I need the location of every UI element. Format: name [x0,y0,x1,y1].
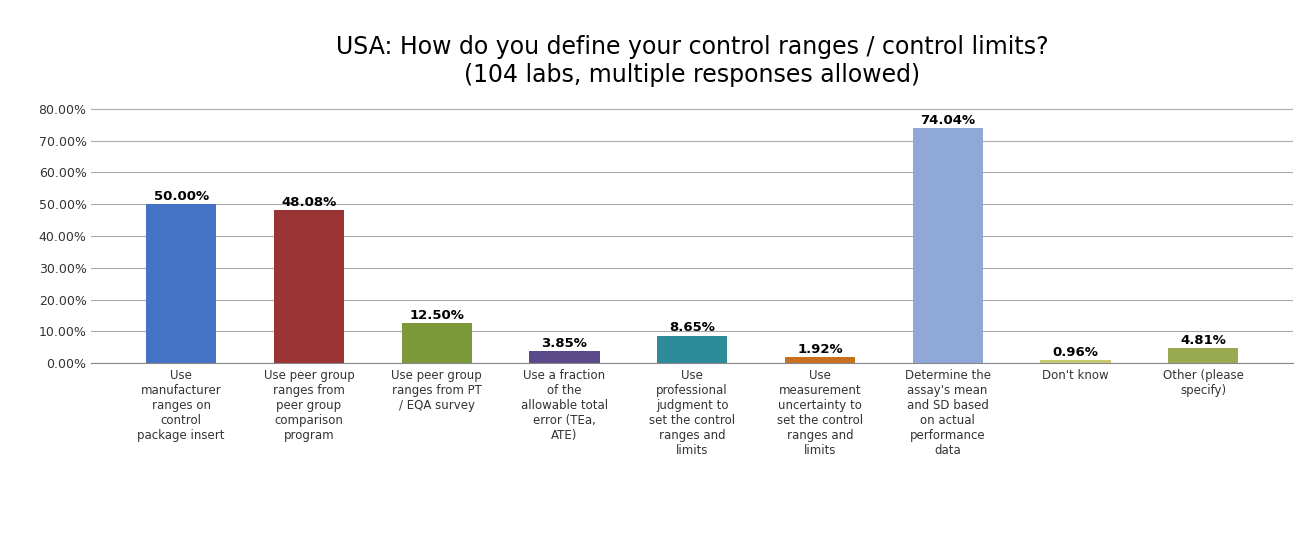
Bar [1168,348,1238,363]
Text: 12.50%: 12.50% [409,309,464,322]
Text: 0.96%: 0.96% [1053,346,1098,359]
Bar [274,210,343,363]
Bar [913,128,983,363]
Title: USA: How do you define your control ranges / control limits?
(104 labs, multiple: USA: How do you define your control rang… [336,35,1049,87]
Bar [657,336,727,363]
Text: 8.65%: 8.65% [669,321,716,334]
Text: 74.04%: 74.04% [921,114,976,127]
Bar [529,351,599,363]
Bar [1041,360,1110,363]
Text: 3.85%: 3.85% [542,336,588,350]
Text: 50.00%: 50.00% [154,190,209,203]
Text: 4.81%: 4.81% [1181,334,1226,347]
Bar [401,324,471,363]
Bar [785,357,855,363]
Bar [146,204,217,363]
Text: 1.92%: 1.92% [797,343,842,356]
Text: 48.08%: 48.08% [281,196,337,209]
